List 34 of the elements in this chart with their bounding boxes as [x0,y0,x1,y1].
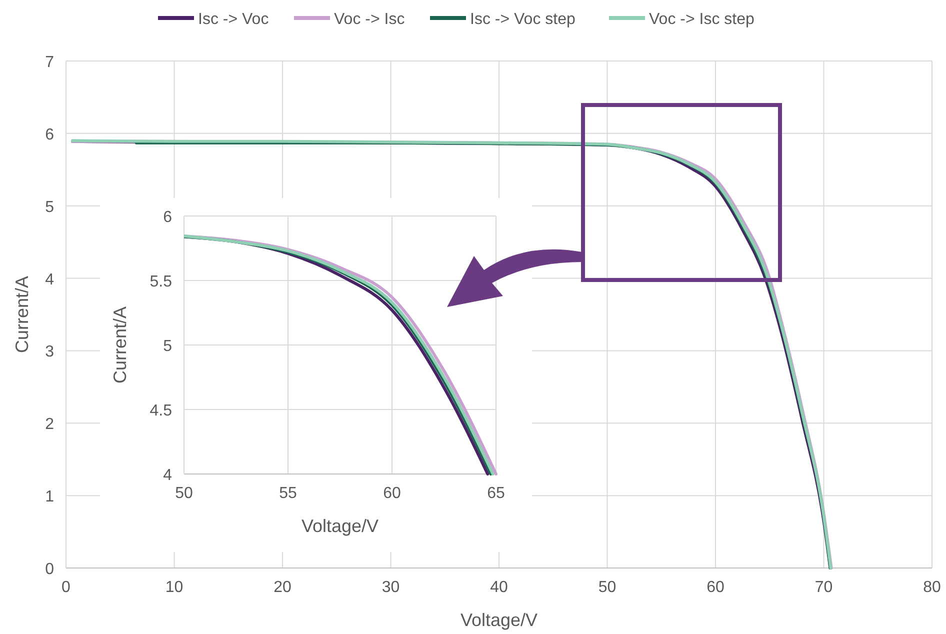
x-tick-label: 65 [487,485,505,502]
x-tick-label: 30 [382,579,400,596]
x-axis-title: Voltage/V [301,516,379,536]
y-tick-label: 2 [45,416,54,434]
legend-label: Isc -> Voc step [470,11,576,28]
x-axis-title: Voltage/V [460,610,538,630]
y-tick-label: 5 [45,198,54,216]
y-tick-label: 5.5 [150,274,172,290]
x-tick-label: 60 [706,579,724,596]
y-tick-label: 6 [45,126,54,144]
legend-label: Isc -> Voc [198,11,269,28]
y-tick-label: 4.5 [150,402,172,420]
y-axis-title: Current/A [110,306,130,384]
legend-label: Voc -> Isc [334,11,405,28]
y-tick-label: 4 [163,467,172,484]
x-tick-label: 50 [598,579,616,596]
x-tick-label: 50 [175,485,193,502]
x-tick-label: 80 [923,579,941,596]
x-tick-label: 70 [814,579,833,596]
legend-label: Voc -> Isc step [649,11,754,28]
y-tick-label: 4 [45,271,54,288]
x-tick-label: 60 [383,485,401,502]
x-tick-label: 20 [274,579,292,596]
y-tick-label: 0 [45,561,54,578]
y-tick-label: 3 [45,344,54,361]
x-tick-label: 40 [490,579,508,596]
y-tick-label: 5 [163,338,172,355]
y-axis-title: Current/A [12,276,32,354]
y-tick-label: 6 [163,209,172,226]
x-tick-label: 10 [165,579,184,596]
y-tick-label: 7 [45,54,54,71]
x-tick-label: 55 [279,485,297,502]
y-tick-label: 1 [45,488,54,506]
x-tick-label: 0 [62,579,71,596]
